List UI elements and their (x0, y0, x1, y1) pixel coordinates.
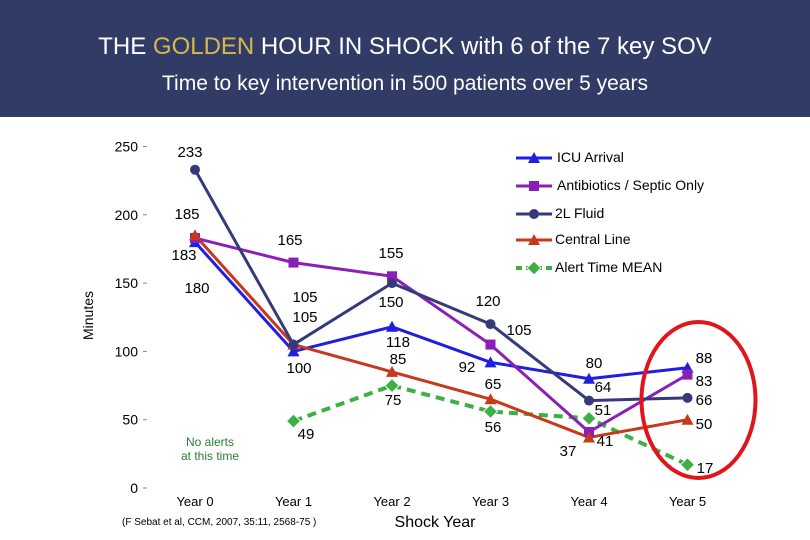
data-point-central-line (681, 413, 694, 425)
data-label: 50 (696, 416, 713, 433)
data-point-alert-time-mean (285, 413, 302, 429)
data-label: 66 (696, 392, 713, 409)
data-label: 118 (386, 334, 410, 351)
data-point-icu-arrival (583, 372, 595, 384)
x-tick-label: Year 3 (472, 494, 509, 509)
data-point-icu-arrival (287, 345, 300, 357)
y-tick-label: 250 (115, 139, 139, 155)
data-point-alert-time-mean (581, 410, 597, 427)
data-label: 165 (277, 232, 302, 249)
page-title: THE GOLDEN HOUR IN SHOCK with 6 of the 7… (98, 33, 712, 60)
data-label: 105 (506, 322, 531, 339)
series-line-2l-fluid (193, 168, 688, 403)
data-label: 51 (595, 402, 612, 419)
data-label: 17 (697, 460, 714, 477)
data-point-2l-fluid (387, 278, 397, 289)
data-label: 64 (595, 379, 612, 396)
data-point-antibiotics-septic-only (485, 339, 496, 350)
y-tick-label: 150 (115, 275, 139, 291)
data-label: 85 (390, 351, 407, 368)
data-label: 180 (184, 280, 209, 297)
data-label: 155 (378, 245, 403, 262)
data-label: 92 (459, 359, 476, 376)
data-label: 56 (485, 419, 502, 436)
data-label: 105 (292, 309, 317, 326)
page-subtitle: Time to key intervention in 500 patients… (162, 72, 648, 95)
data-point-alert-time-mean (384, 377, 400, 394)
data-label: 37 (560, 443, 577, 460)
series-line-antibiotics-septic-only (194, 236, 689, 434)
x-tick-label: Year 0 (176, 494, 213, 509)
series-line-icu-arrival (193, 241, 688, 381)
x-axis-label: Shock Year (395, 514, 477, 531)
data-point-2l-fluid (288, 339, 299, 350)
series-line-central-line (193, 234, 688, 439)
data-point-alert-time-mean (482, 403, 499, 420)
legend-marker-central-line (528, 234, 540, 245)
data-label: 80 (586, 355, 603, 372)
data-point-2l-fluid (584, 395, 594, 406)
highlight-ellipse (639, 320, 758, 480)
data-label: 49 (298, 426, 315, 443)
y-tick-label: 50 (122, 412, 138, 428)
y-tick-label: 100 (115, 343, 139, 359)
data-label: 183 (171, 247, 196, 264)
data-label: 120 (475, 293, 500, 310)
y-axis-label: Minutes (80, 291, 96, 340)
x-tick-label: Year 4 (570, 494, 607, 509)
data-point-central-line (386, 365, 398, 377)
data-point-central-line (583, 431, 595, 443)
legend-label-antibiotics-septic-only: Antibiotics / Septic Only (557, 177, 704, 193)
title-banner: THE GOLDEN HOUR IN SHOCK with 6 of the 7… (0, 0, 810, 117)
legend-label-alert-time-mean: Alert Time MEAN (555, 259, 662, 275)
data-label: 185 (174, 206, 199, 223)
data-label: 233 (177, 144, 202, 161)
data-label: 88 (696, 350, 713, 367)
data-label: 75 (385, 392, 402, 409)
data-point-alert-time-mean (679, 457, 696, 473)
x-tick-label: Year 1 (275, 494, 312, 509)
legend: ICU Arrival Antibiotics / Septic Only 2L F… (516, 149, 704, 276)
data-point-2l-fluid (190, 164, 200, 175)
data-label: 41 (597, 433, 614, 450)
y-tick-label: 200 (115, 207, 139, 223)
title-highlight: GOLDEN (152, 33, 255, 60)
y-tick-label: 0 (130, 480, 138, 496)
data-label: 105 (292, 289, 317, 306)
x-tick-label: Year 2 (373, 494, 410, 509)
data-point-icu-arrival (484, 356, 497, 368)
data-point-antibiotics-septic-only (288, 257, 299, 268)
data-point-2l-fluid (682, 392, 693, 403)
data-point-icu-arrival (386, 320, 398, 332)
data-point-central-line (189, 229, 201, 241)
legend-marker-alert-time-mean (526, 260, 542, 276)
data-point-antibiotics-septic-only (682, 369, 693, 380)
data-label: 83 (696, 373, 713, 390)
legend-marker-antibiotics-septic-only (529, 181, 539, 191)
citation: (F Sebat et al, CCM, 2007, 35:11, 2568-7… (122, 517, 316, 528)
data-label: 150 (378, 294, 403, 311)
data-point-central-line (484, 393, 497, 405)
x-tick-label: Year 5 (669, 494, 706, 509)
data-point-antibiotics-septic-only (387, 271, 397, 282)
legend-marker-2l-fluid (529, 209, 539, 219)
legend-label-2l-fluid: 2L Fluid (555, 205, 604, 221)
legend-label-central-line: Central Line (555, 231, 631, 247)
no-alerts-note-line: No alerts (186, 435, 234, 449)
data-point-2l-fluid (485, 319, 496, 330)
legend-marker-icu-arrival (528, 152, 540, 163)
data-label: 100 (286, 360, 311, 377)
no-alerts-note-line: at this time (181, 449, 239, 463)
data-label: 65 (485, 376, 502, 393)
legend-label-icu-arrival: ICU Arrival (557, 149, 624, 165)
